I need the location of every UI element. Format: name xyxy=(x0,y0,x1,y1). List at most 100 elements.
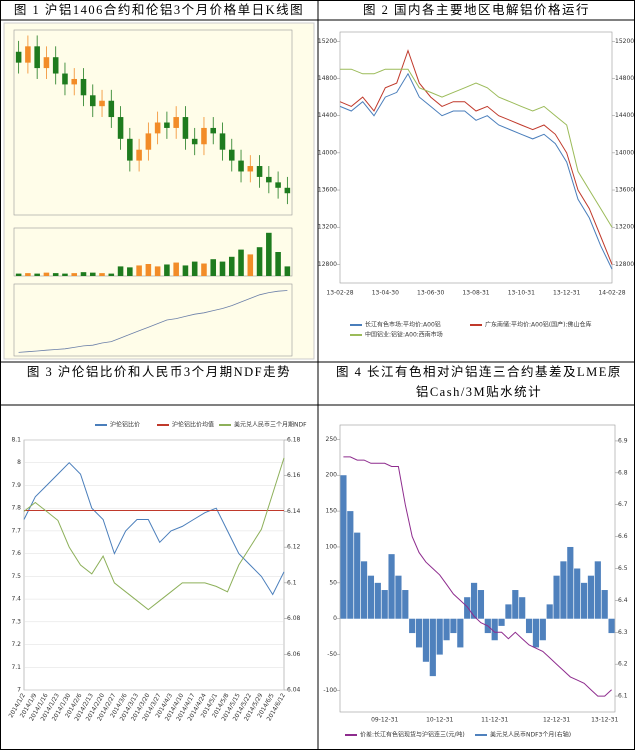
bar xyxy=(512,590,519,619)
y-tick-label: 6.1 xyxy=(287,579,297,586)
y-tick-label: 7.2 xyxy=(11,641,21,648)
figure-caption: 图 4 长江有色相对沪铝连三合约基差及LME原铝Cash/3M贴水统计 xyxy=(336,365,622,399)
volume-bar xyxy=(219,261,226,276)
candle-body xyxy=(34,46,40,69)
volume-bar xyxy=(52,273,59,276)
y-tick-label: 13600 xyxy=(318,187,337,194)
bar xyxy=(601,590,608,619)
candle-body xyxy=(182,117,189,139)
candle-body xyxy=(228,149,235,161)
series-line xyxy=(343,456,612,697)
y-tick-label: 6.12 xyxy=(287,544,301,551)
y-tick-label: 6.2 xyxy=(618,661,628,668)
y-tick-label: 7.1 xyxy=(11,664,21,671)
bar xyxy=(532,618,540,648)
volume-bar xyxy=(117,266,124,276)
bar xyxy=(580,582,588,619)
bar xyxy=(429,618,436,677)
bar xyxy=(402,590,409,619)
bar xyxy=(546,604,553,619)
volume-bar xyxy=(25,273,31,276)
y-tick-label: 6.4 xyxy=(618,597,628,604)
y-tick-label: 13200 xyxy=(318,224,337,231)
volume-bar xyxy=(127,267,133,276)
volume-bar xyxy=(256,247,263,276)
y-tick-label: 14400 xyxy=(615,112,634,119)
bar xyxy=(519,597,526,619)
volume-bar xyxy=(182,265,189,276)
y-tick-label: 6.6 xyxy=(618,533,628,540)
candle-body xyxy=(154,122,161,134)
plot-area xyxy=(23,439,285,691)
bar xyxy=(340,475,347,619)
candle-body xyxy=(99,100,105,107)
candle-body xyxy=(201,127,207,145)
y-tick-label: 15200 xyxy=(318,38,337,45)
plot-area xyxy=(13,29,293,216)
y-tick-label: 7.7 xyxy=(11,527,21,534)
legend-label: 沪伦铝比价均值 xyxy=(172,421,214,429)
y-tick-label: 100 xyxy=(326,543,338,550)
y-tick-label: 50 xyxy=(329,579,337,586)
bar xyxy=(381,590,388,619)
bar xyxy=(505,604,512,619)
bar xyxy=(464,597,471,619)
bar xyxy=(347,511,354,619)
volume-bar xyxy=(34,273,40,276)
legend-label: 美元兑人民币NDF3个月(右轴) xyxy=(490,731,571,739)
bar xyxy=(450,618,457,634)
candle-body xyxy=(43,57,50,69)
volume-bar xyxy=(80,272,87,276)
bar xyxy=(436,618,443,655)
volume-bar xyxy=(136,265,142,276)
volume-area xyxy=(13,227,293,277)
y-tick-label: 13600 xyxy=(615,187,634,194)
x-tick-label: 13-04-30 xyxy=(372,290,399,297)
x-tick-label: 13-02-28 xyxy=(326,290,353,297)
series-line xyxy=(23,457,285,611)
y-tick-label: 0 xyxy=(333,615,337,622)
y-tick-label: -100 xyxy=(323,687,337,694)
bar xyxy=(457,618,464,648)
x-tick-label: 10-12-31 xyxy=(426,717,453,724)
legend-label: 美元兑人民币三个月期NDF xyxy=(234,421,307,429)
y-tick-label: 14800 xyxy=(615,75,634,82)
candle-body xyxy=(89,95,96,107)
x-tick-label: 11-12-31 xyxy=(481,717,508,724)
candle-body xyxy=(136,149,142,161)
volume-bar xyxy=(173,262,179,276)
y-tick-label: 7.8 xyxy=(11,505,21,512)
y-tick-label: 6.8 xyxy=(618,469,628,476)
y-tick-label: 12800 xyxy=(615,261,634,268)
y-tick-label: 7.4 xyxy=(11,596,21,603)
y-tick-label: 7.3 xyxy=(11,618,21,625)
candle-body xyxy=(164,122,170,128)
bar xyxy=(443,618,450,641)
y-tick-label: 6.08 xyxy=(287,615,301,622)
y-tick-label: 14800 xyxy=(318,75,337,82)
volume-bar xyxy=(238,249,244,276)
y-tick-label: 250 xyxy=(326,436,338,443)
bar xyxy=(491,618,498,641)
bar xyxy=(560,561,567,619)
x-tick-label: 14-02-28 xyxy=(598,290,625,297)
bar xyxy=(367,575,375,619)
candle-body xyxy=(127,138,133,161)
y-tick-label: 6.04 xyxy=(287,687,301,694)
bar xyxy=(477,590,485,619)
candle-body xyxy=(210,127,217,134)
legend-label: 中国铝业:铝锭:A00:西南市场 xyxy=(365,331,443,339)
candle-body xyxy=(238,160,244,172)
volume-bar xyxy=(191,261,198,276)
volume-bar xyxy=(210,259,217,276)
y-tick-label: 6.3 xyxy=(618,629,628,636)
volume-bar xyxy=(284,266,291,276)
candle-body xyxy=(284,187,291,194)
bar xyxy=(415,618,423,648)
bar xyxy=(395,575,402,619)
volume-bar xyxy=(62,273,68,276)
candle-body xyxy=(145,133,152,150)
y-tick-label: -50 xyxy=(327,651,337,658)
bar xyxy=(567,546,574,619)
